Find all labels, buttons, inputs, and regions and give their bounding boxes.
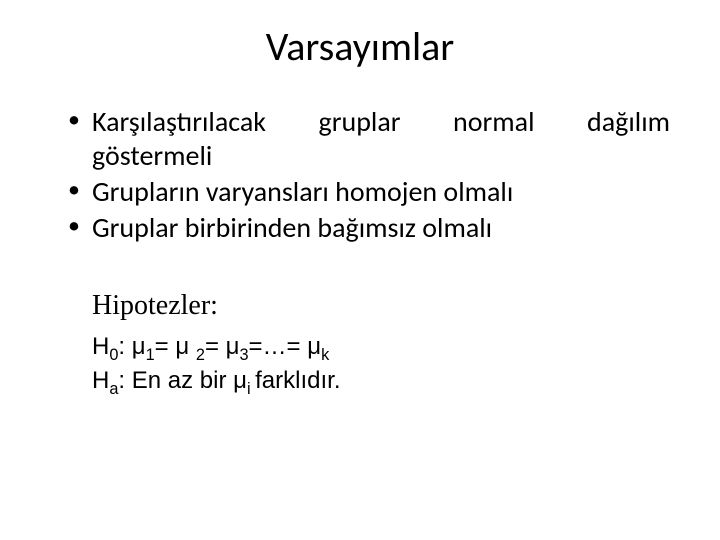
ha-h: H — [92, 367, 109, 394]
ha-colon: : — [118, 367, 131, 394]
h0-mu2: μ — [175, 333, 189, 360]
ha-mu: μ — [233, 367, 247, 394]
h0-colon: : — [118, 333, 131, 360]
h0-eq1: = — [155, 333, 176, 360]
ha-si: i — [247, 380, 255, 398]
h0-dots: =…= — [249, 333, 308, 360]
h0-s1: 1 — [146, 345, 155, 363]
hypothesis-h0: H0: μ1= μ 2= μ3=…= μk — [92, 330, 670, 365]
hypotheses-heading: Hipotezler: — [92, 290, 670, 322]
ha-text2: farklıdır. — [255, 367, 340, 394]
h0-sk: k — [321, 345, 329, 363]
slide-title: Varsayımlar — [50, 22, 670, 71]
bullet-1-line-1: Karşılaştırılacak gruplar normal dağılım — [92, 105, 670, 139]
bullet-item-1: Karşılaştırılacak gruplar normal dağılım… — [68, 105, 670, 173]
slide: Varsayımlar Karşılaştırılacak gruplar no… — [0, 0, 720, 540]
h0-eq2: = — [205, 333, 226, 360]
h0-s2: 2 — [196, 345, 205, 363]
h0-mu3: μ — [226, 333, 240, 360]
ha-text1: En az bir — [132, 367, 233, 394]
bullet-item-2: Grupların varyansları homojen olmalı — [68, 175, 670, 209]
bullet-item-3: Gruplar birbirinden bağımsız olmalı — [68, 211, 670, 245]
bullet-1-line-2: göstermeli — [92, 139, 670, 173]
bullet-list: Karşılaştırılacak gruplar normal dağılım… — [50, 105, 670, 246]
hypotheses-block: Hipotezler: H0: μ1= μ 2= μ3=…= μk Ha: En… — [50, 290, 670, 400]
h0-muk: μ — [307, 333, 321, 360]
h0-mu1: μ — [132, 333, 146, 360]
hypothesis-ha: Ha: En az bir μi farklıdır. — [92, 364, 670, 399]
h0-h: H — [92, 333, 109, 360]
h0-s3: 3 — [239, 345, 248, 363]
